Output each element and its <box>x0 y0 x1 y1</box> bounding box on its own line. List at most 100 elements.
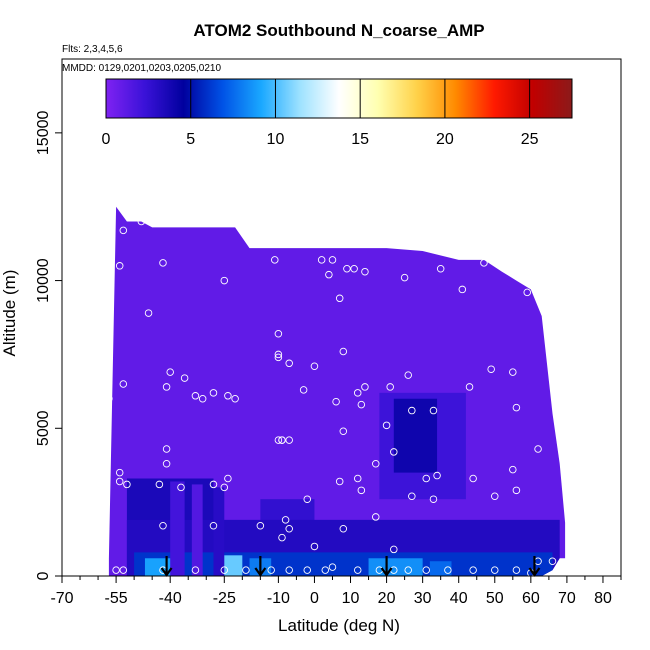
sample-point <box>328 563 337 571</box>
sample-point <box>119 566 128 574</box>
sample-point <box>285 359 293 368</box>
heatmap-layer <box>108 206 566 576</box>
sample-point <box>509 368 517 376</box>
sample-point <box>220 276 229 285</box>
x-tick-label: 80 <box>594 590 612 607</box>
sample-point <box>523 288 531 297</box>
sample-point <box>271 256 279 264</box>
heatmap-cell <box>213 487 225 576</box>
sample-point <box>458 285 467 294</box>
sample-point <box>512 403 521 412</box>
sample-point <box>509 465 517 474</box>
sample-point <box>328 256 337 264</box>
sample-point <box>382 421 391 430</box>
sample-point <box>444 566 452 574</box>
x-tick-label: 40 <box>450 590 468 607</box>
sample-point <box>115 468 124 477</box>
sample-point <box>491 492 499 500</box>
x-tick-label: 20 <box>378 590 396 607</box>
colorbar-tick-label: 15 <box>351 131 369 148</box>
sample-point <box>285 524 293 533</box>
x-tick-label: 30 <box>414 590 432 607</box>
sample-point <box>429 406 438 415</box>
sample-point <box>123 480 131 489</box>
sample-point <box>422 566 431 574</box>
sample-point <box>429 495 438 503</box>
sample-point <box>390 448 398 456</box>
sample-point <box>224 392 232 400</box>
sample-point <box>180 374 189 382</box>
arrow-marker <box>380 556 393 577</box>
x-tick-label: 60 <box>522 590 540 607</box>
sample-point <box>155 480 164 489</box>
sample-point <box>242 566 250 574</box>
sample-point <box>361 383 369 391</box>
arrow-marker <box>528 556 541 577</box>
sample-point <box>317 256 326 264</box>
arrow-marker <box>254 556 267 577</box>
heatmap-cell <box>191 484 203 576</box>
sample-point <box>408 492 416 500</box>
sample-point <box>357 486 366 495</box>
y-tick-label: 0 <box>35 571 52 580</box>
sample-point <box>361 267 369 276</box>
flights-label: Flts: 2,3,4,5,6 <box>62 44 123 55</box>
sample-point <box>209 389 218 397</box>
heatmap-cell <box>429 561 452 576</box>
x-tick-label: 10 <box>342 590 360 607</box>
sample-point <box>115 477 124 486</box>
x-tick-label: -40 <box>159 590 182 607</box>
sample-point <box>191 566 200 574</box>
sample-point <box>491 566 499 574</box>
x-axis-label: Latitude (deg N) <box>278 616 400 635</box>
x-tick-label: -25 <box>213 590 236 607</box>
dates-label: MMDD: 0129,0201,0203,0205,0210 <box>62 63 221 74</box>
sample-point <box>166 368 174 376</box>
sample-point <box>137 217 146 226</box>
sample-point <box>390 545 398 554</box>
sample-point <box>281 516 290 524</box>
sample-point <box>433 471 441 480</box>
sample-point <box>224 474 232 483</box>
sample-point <box>299 386 308 394</box>
x-axis: -70 -55 -40 -25 -10 0 10 20 30 40 50 60 70 80 <box>50 575 622 607</box>
arrow-markers-layer <box>160 556 541 577</box>
colorbar-tick-label: 10 <box>267 131 285 148</box>
sample-point <box>386 383 394 391</box>
sample-point <box>339 524 348 533</box>
sample-point <box>148 208 156 217</box>
sample-point <box>400 273 409 282</box>
sample-point <box>278 533 286 542</box>
sample-point <box>256 522 265 530</box>
sample-point <box>353 474 362 483</box>
sample-point <box>303 495 311 503</box>
colorbar-gradient <box>105 78 573 119</box>
sample-point <box>209 522 218 530</box>
sample-point <box>274 350 283 359</box>
sample-point <box>220 483 229 492</box>
sample-point <box>220 566 229 574</box>
sample-point <box>353 566 362 574</box>
sample-point <box>119 380 128 388</box>
x-tick-label: 50 <box>486 590 504 607</box>
sample-point <box>191 392 200 400</box>
sample-point <box>198 394 207 403</box>
sample-point <box>65 400 73 409</box>
sample-point <box>115 262 124 270</box>
sample-point <box>303 566 311 574</box>
sample-point <box>335 477 344 486</box>
sample-point <box>372 513 380 521</box>
sample-point <box>159 259 167 267</box>
sample-point <box>274 353 283 362</box>
x-tick-label: -55 <box>105 590 128 607</box>
sample-point <box>343 265 351 273</box>
sample-point <box>548 557 557 565</box>
y-axis: 0 5000 10000 15000 <box>35 111 62 580</box>
sample-point <box>285 436 293 444</box>
sample-point <box>353 389 362 397</box>
sample-point <box>162 459 171 468</box>
colorbar-tick-label: 20 <box>436 131 454 148</box>
arrow-marker <box>160 556 173 577</box>
sample-point <box>209 480 218 489</box>
